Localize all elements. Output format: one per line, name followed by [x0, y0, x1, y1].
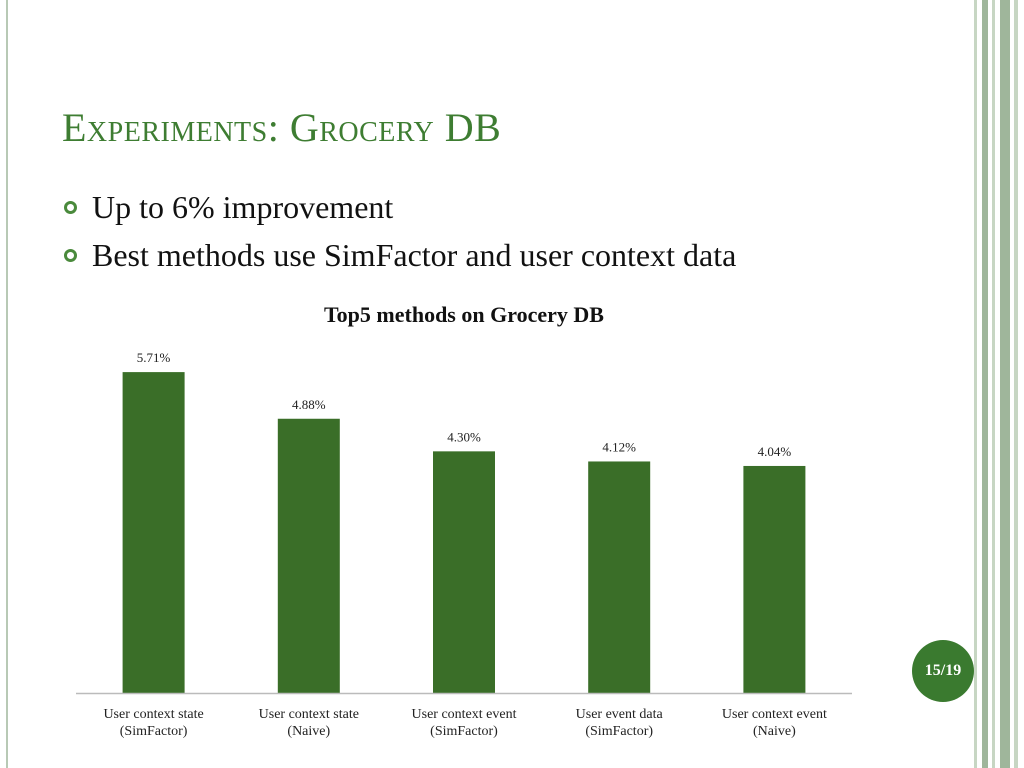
bar	[743, 465, 806, 693]
bullet-text: Best methods use SimFactor and user cont…	[92, 237, 737, 273]
category-label: User event data	[576, 707, 664, 722]
bullet-item: Best methods use SimFactor and user cont…	[62, 234, 862, 276]
bar-chart: 5.71% User context state (SimFactor) 4.88% U…	[76, 350, 852, 739]
page-number-badge: 15/19	[912, 640, 974, 702]
left-border-rule	[6, 0, 8, 768]
category-label: (Naive)	[753, 724, 796, 739]
category-label: (Naive)	[287, 724, 330, 739]
category-label: (SimFactor)	[120, 724, 188, 739]
category-label: User context event	[722, 707, 827, 722]
slide-title: Experiments: Grocery DB	[62, 105, 502, 150]
bullet-ring-icon	[64, 249, 77, 262]
data-label: 4.12%	[602, 439, 636, 454]
category-label: (SimFactor)	[585, 724, 653, 739]
data-label: 5.71%	[137, 350, 171, 365]
category-label: User context state	[259, 707, 359, 722]
bar	[433, 451, 495, 693]
bullet-item: Up to 6% improvement	[62, 186, 862, 228]
bar	[588, 461, 651, 693]
chart-title: Top5 methods on Grocery DB	[324, 302, 604, 327]
data-label: 4.30%	[447, 429, 481, 444]
bullet-text: Up to 6% improvement	[92, 189, 394, 225]
category-label: (SimFactor)	[430, 724, 498, 739]
bar	[122, 372, 185, 693]
right-border-decoration	[974, 0, 1024, 768]
data-label: 4.04%	[758, 444, 792, 459]
bar	[277, 418, 340, 693]
bullet-list: Up to 6% improvement Best methods use Si…	[62, 186, 862, 282]
bullet-ring-icon	[64, 201, 77, 214]
data-label: 4.88%	[292, 397, 326, 412]
category-label: User context event	[412, 707, 517, 722]
category-label: User context state	[103, 707, 203, 722]
